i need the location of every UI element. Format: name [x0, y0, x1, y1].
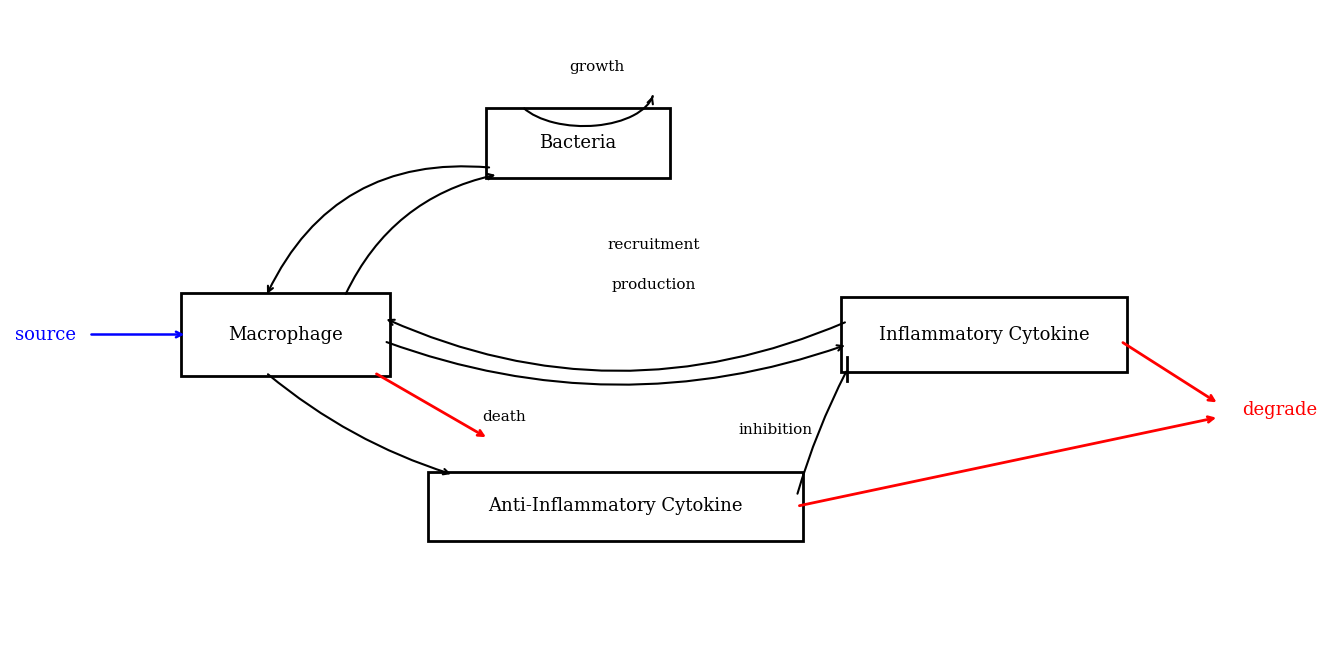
Text: Bacteria: Bacteria	[539, 134, 616, 152]
Text: Macrophage: Macrophage	[229, 326, 343, 343]
Text: degrade: degrade	[1242, 401, 1317, 419]
FancyBboxPatch shape	[428, 472, 803, 541]
Text: recruitment: recruitment	[608, 238, 700, 252]
Text: Anti-Inflammatory Cytokine: Anti-Inflammatory Cytokine	[488, 497, 743, 515]
Text: growth: growth	[569, 60, 624, 74]
Text: death: death	[483, 411, 527, 424]
Text: inhibition: inhibition	[738, 423, 813, 438]
Text: source: source	[15, 326, 76, 343]
FancyBboxPatch shape	[181, 293, 390, 376]
Text: production: production	[612, 278, 696, 292]
Text: Inflammatory Cytokine: Inflammatory Cytokine	[879, 326, 1089, 343]
FancyBboxPatch shape	[485, 108, 670, 177]
FancyBboxPatch shape	[841, 296, 1127, 373]
